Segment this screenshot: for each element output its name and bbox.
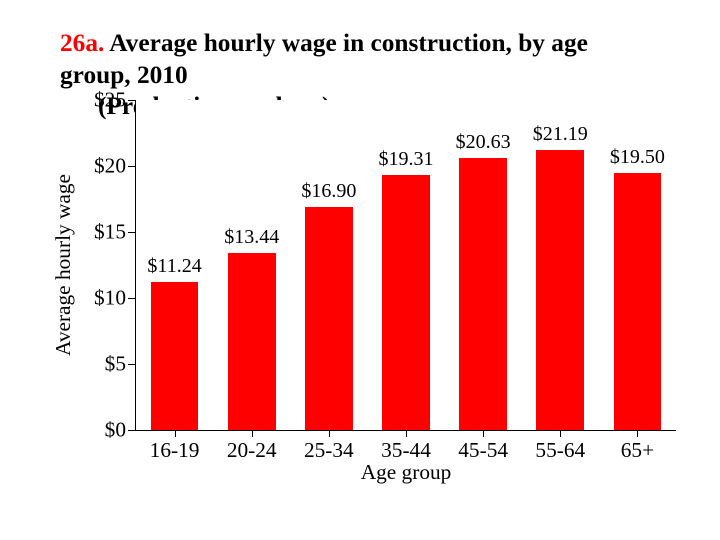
y-tick-label: $25 <box>94 88 136 113</box>
bar: $19.50 <box>614 173 662 430</box>
y-tick-label: $0 <box>105 418 136 443</box>
x-axis-title: Age group <box>361 460 452 485</box>
bar: $16.90 <box>305 207 353 430</box>
y-tick-label: $15 <box>94 220 136 245</box>
bar-value-label: $19.50 <box>610 146 665 173</box>
bar-value-label: $21.19 <box>533 123 588 150</box>
bar-value-label: $13.44 <box>224 226 279 253</box>
bar-value-label: $16.90 <box>301 180 356 207</box>
x-tick-label: 45-54 <box>458 430 508 463</box>
bar: $13.44 <box>228 253 276 430</box>
plot-area: Average hourly wage Age group $0$5$10$15… <box>135 100 676 431</box>
bar: $11.24 <box>151 282 199 430</box>
y-tick-label: $20 <box>94 154 136 179</box>
bar-value-label: $11.24 <box>147 255 201 282</box>
bar: $21.19 <box>536 150 584 430</box>
bar: $19.31 <box>382 175 430 430</box>
chart-title-line1: 26a. Average hourly wage in construction… <box>60 28 660 91</box>
bar-value-label: $20.63 <box>456 131 511 158</box>
x-tick-label: 20-24 <box>227 430 277 463</box>
y-tick-label: $5 <box>105 352 136 377</box>
x-tick-label: 25-34 <box>304 430 354 463</box>
x-tick-label: 16-19 <box>150 430 200 463</box>
page: { "title": { "number": "26a.", "number_c… <box>0 0 720 540</box>
x-tick-label: 35-44 <box>381 430 431 463</box>
bar: $20.63 <box>459 158 507 430</box>
chart-title-text-1: Average hourly wage in construction, by … <box>60 29 588 89</box>
x-tick-label: 65+ <box>621 430 654 463</box>
y-tick-label: $10 <box>94 286 136 311</box>
bar-value-label: $19.31 <box>378 148 433 175</box>
y-axis-title: Average hourly wage <box>51 174 76 356</box>
x-tick-label: 55-64 <box>535 430 585 463</box>
chart-title-number: 26a. <box>60 29 104 57</box>
